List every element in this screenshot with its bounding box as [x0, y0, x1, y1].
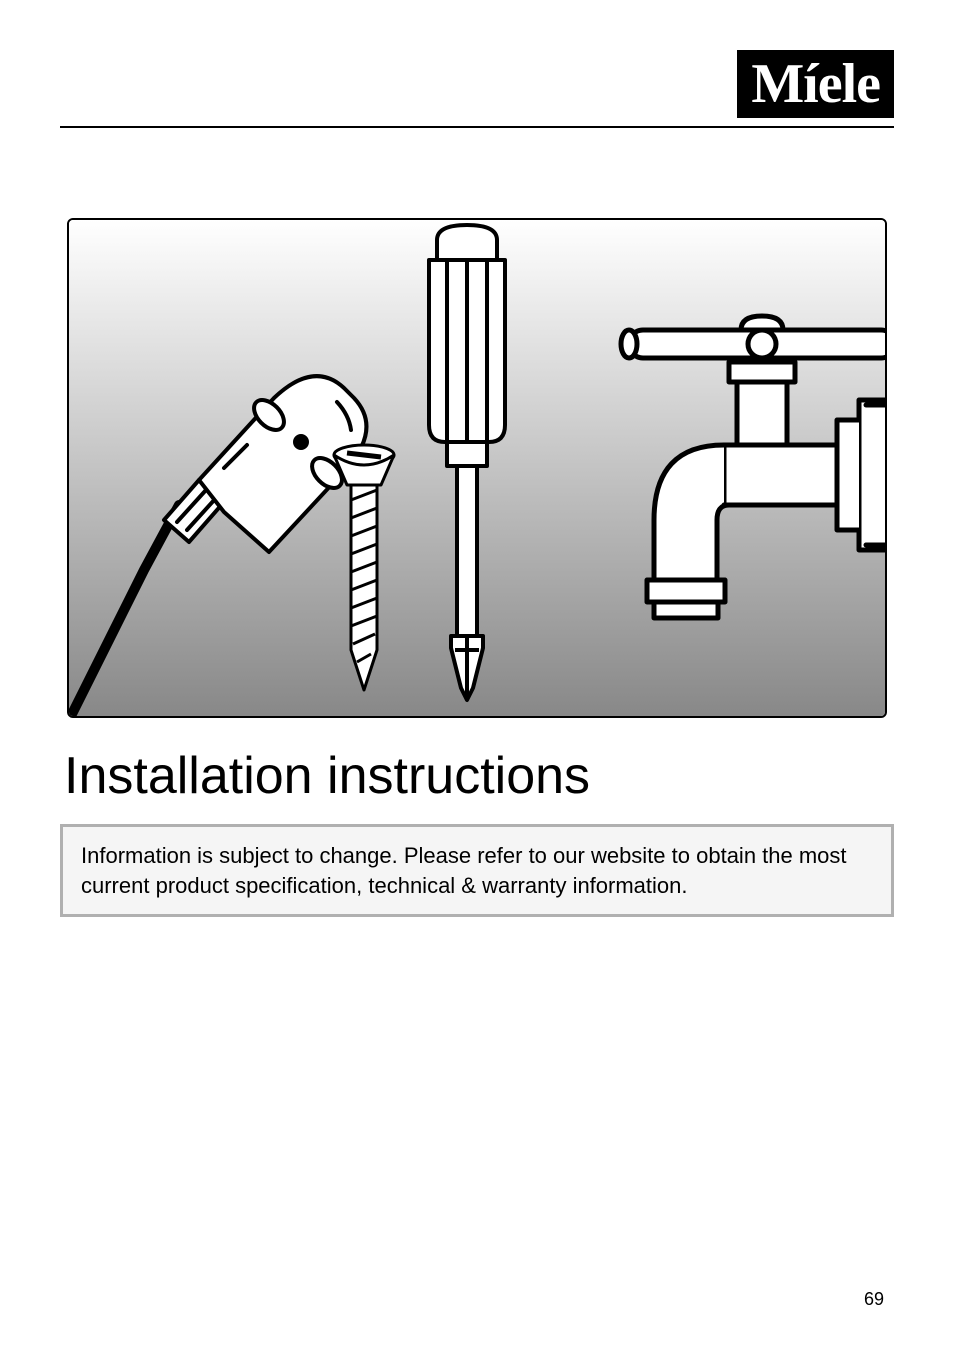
info-text: Information is subject to change. Please…	[81, 841, 873, 900]
illustration-frame	[67, 218, 887, 718]
page: Míele	[0, 0, 954, 1352]
header-divider	[60, 126, 894, 128]
brand-name: Míele	[751, 53, 880, 115]
info-box: Information is subject to change. Please…	[60, 824, 894, 917]
page-heading: Installation instructions	[64, 746, 894, 806]
brand-logo: Míele	[737, 50, 894, 118]
header: Míele	[60, 50, 894, 118]
illustration-container	[60, 218, 894, 718]
page-number: 69	[864, 1289, 884, 1310]
installation-illustration	[69, 220, 887, 718]
